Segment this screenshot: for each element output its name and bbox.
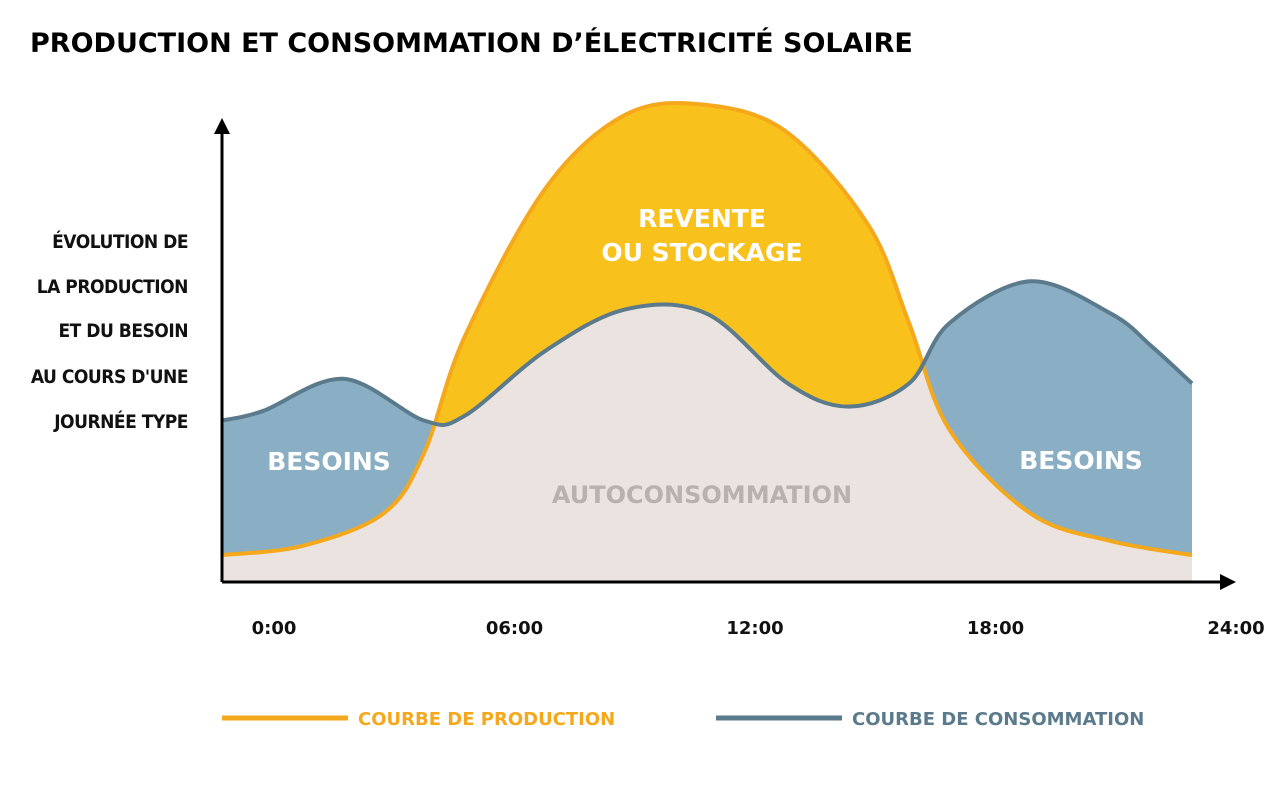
x-tick-label: 12:00 (726, 618, 783, 639)
autoconsommation-area (222, 281, 1192, 582)
x-axis-arrow-icon (1220, 574, 1236, 590)
y-axis (214, 118, 230, 582)
y-axis-label: ÉVOLUTION DE LA PRODUCTION ET DU BESOIN … (31, 230, 189, 433)
x-tick-label: 24:00 (1207, 618, 1264, 639)
besoins-left-label: BESOINS (267, 447, 391, 476)
legend: COURBE DE PRODUCTION COURBE DE CONSOMMAT… (222, 709, 1144, 730)
x-tick-label: 06:00 (486, 618, 543, 639)
chart-title: PRODUCTION ET CONSOMMATION D’ÉLECTRICITÉ… (30, 27, 913, 59)
x-tick-label: 0:00 (252, 618, 297, 639)
x-tick-label: 18:00 (967, 618, 1024, 639)
legend-production-label: COURBE DE PRODUCTION (358, 709, 615, 730)
y-axis-label-line: AU COURS D'UNE (31, 366, 188, 388)
surplus-label-line2: OU STOCKAGE (601, 238, 802, 267)
y-axis-label-line: JOURNÉE TYPE (53, 410, 188, 433)
y-axis-label-line: LA PRODUCTION (37, 276, 188, 298)
x-axis (222, 574, 1236, 590)
autoconsommation-label: AUTOCONSOMMATION (552, 481, 852, 509)
y-axis-arrow-icon (214, 118, 230, 134)
besoins-right-label: BESOINS (1019, 446, 1143, 475)
consumption-curve (221, 279, 1194, 427)
y-axis-label-line: ÉVOLUTION DE (52, 230, 188, 253)
surplus-label-line1: REVENTE (638, 204, 766, 233)
y-axis-label-line: ET DU BESOIN (58, 320, 188, 342)
production-curve (221, 100, 1193, 558)
legend-consumption-label: COURBE DE CONSOMMATION (852, 709, 1144, 730)
